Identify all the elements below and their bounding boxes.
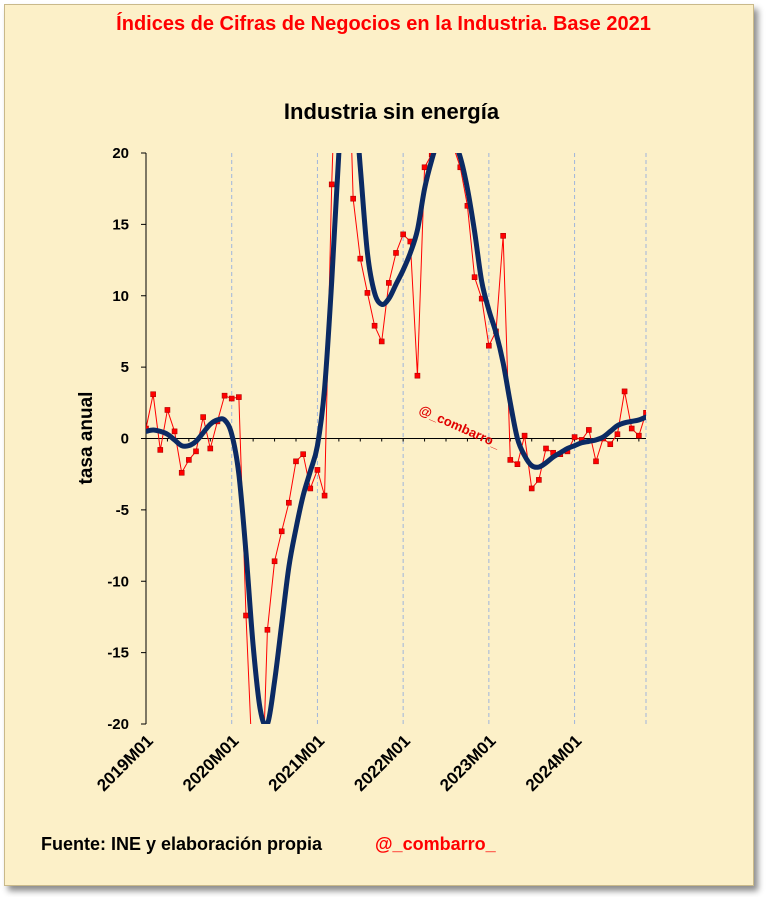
monthly-point <box>293 458 299 465</box>
monthly-point <box>328 181 335 188</box>
monthly-point <box>451 143 456 148</box>
monthly-point <box>207 445 214 452</box>
y-tick-label: -10 <box>107 573 129 590</box>
monthly-line <box>146 153 646 724</box>
monthly-point <box>414 372 421 379</box>
monthly-point <box>200 414 206 420</box>
monthly-point <box>421 164 428 171</box>
monthly-point <box>628 425 635 432</box>
monthly-point <box>364 290 371 296</box>
monthly-point <box>321 492 328 499</box>
y-tick-label: -15 <box>107 645 129 662</box>
monthly-point <box>614 431 621 438</box>
monthly-point <box>221 392 228 399</box>
monthly-point <box>350 195 356 202</box>
monthly-point <box>314 467 321 473</box>
trend-line <box>146 153 646 724</box>
monthly-point <box>436 93 441 98</box>
x-tick-label: 2019M01 <box>93 731 157 795</box>
monthly-point <box>393 250 399 256</box>
monthly-point <box>593 458 599 465</box>
monthly-point <box>378 338 385 345</box>
x-tick-label: 2020M01 <box>179 731 243 795</box>
monthly-point <box>607 441 614 448</box>
monthly-point <box>300 451 306 458</box>
monthly-point <box>471 274 478 280</box>
y-tick-labels: -20 -15 -10 -5 0 5 10 15 20 <box>107 145 129 733</box>
monthly-point <box>536 477 542 483</box>
x-tick-label: 2023M01 <box>436 731 500 795</box>
y-tick-label: 5 <box>121 359 129 376</box>
monthly-point <box>643 410 646 416</box>
monthly-point <box>264 626 271 633</box>
y-tick-label: 0 <box>121 431 129 448</box>
chart-title: Industria sin energía <box>283 99 500 124</box>
monthly-point <box>486 342 492 349</box>
y-tick-label: -20 <box>107 716 129 733</box>
monthly-point <box>251 779 256 784</box>
monthly-point <box>178 469 185 476</box>
x-tick-label: 2024M01 <box>522 731 586 795</box>
monthly-point <box>171 428 178 435</box>
monthly-point <box>243 612 249 619</box>
y-tick-label: -5 <box>116 502 129 519</box>
monthly-point <box>386 280 392 286</box>
monthly-point <box>357 255 364 262</box>
x-tick-labels: 2019M01 2020M01 2021M01 2022M01 2023M01 2024M… <box>93 731 585 795</box>
monthly-point <box>514 461 521 467</box>
monthly-point <box>307 485 314 492</box>
monthly-point <box>543 445 549 452</box>
monthly-point <box>286 499 292 506</box>
y-tick-label: 15 <box>112 216 129 233</box>
monthly-point <box>164 407 171 413</box>
watermark: @_combarro_ <box>417 402 503 451</box>
monthly-point <box>571 434 578 440</box>
monthly-point <box>271 558 278 565</box>
monthly-point <box>371 322 378 329</box>
chart-panel <box>4 4 754 886</box>
monthly-point <box>157 447 164 453</box>
x-tick-label: 2022M01 <box>350 731 414 795</box>
monthly-point <box>444 108 449 113</box>
monthly-point <box>621 388 628 395</box>
y-tick-label: 10 <box>112 288 129 305</box>
monthly-point <box>521 432 528 439</box>
series-layer <box>146 93 646 784</box>
monthly-point <box>528 485 535 492</box>
y-axis-label: tasa anual <box>76 392 97 485</box>
main-title: Índices de Cifras de Negocios en la Indu… <box>116 13 651 35</box>
axes <box>141 152 646 725</box>
monthly-point <box>400 231 406 238</box>
monthly-point <box>150 391 156 398</box>
monthly-point <box>586 427 592 433</box>
y-tick-label: 20 <box>112 145 129 162</box>
monthly-point <box>507 457 514 463</box>
footer-source: Fuente: INE y elaboración propia <box>41 834 323 854</box>
monthly-point <box>236 394 242 400</box>
monthly-point <box>228 395 235 402</box>
footer-handle: @_combarro_ <box>375 834 496 854</box>
monthly-point <box>636 432 642 439</box>
x-tick-label: 2021M01 <box>265 731 329 795</box>
monthly-point <box>186 457 192 463</box>
monthly-point <box>193 448 199 455</box>
monthly-point <box>278 528 285 535</box>
monthly-point <box>500 232 506 239</box>
